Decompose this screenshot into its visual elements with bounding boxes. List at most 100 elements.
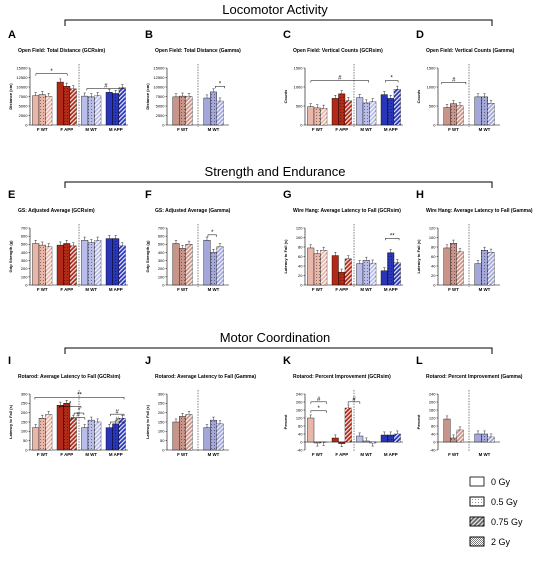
y-tick-label: 0: [25, 122, 28, 127]
bar: [443, 247, 451, 286]
panel-letter-d: D: [416, 29, 424, 41]
bar: [105, 427, 113, 451]
bar-pattern: [210, 252, 217, 285]
y-tick-label: 120: [296, 225, 303, 230]
y-tick-label: 10000: [153, 84, 165, 89]
panel-letter-a: A: [8, 29, 16, 41]
bar: [380, 94, 388, 126]
y-tick-label: 0: [162, 122, 165, 127]
y-tick-label: 0: [433, 282, 436, 287]
bar-pattern: [320, 108, 327, 125]
y-tick-label: 250: [21, 401, 28, 406]
bar-pattern: [45, 246, 52, 285]
bar: [203, 240, 211, 286]
y-tick-label: 120: [429, 225, 436, 230]
bar-pattern: [179, 96, 186, 125]
x-category-label: F APP: [335, 452, 348, 457]
legend-swatch-05gy: [469, 496, 485, 507]
bar-pattern: [216, 101, 224, 125]
x-category-label: M WT: [479, 287, 491, 292]
legend-swatch-2gy: [469, 536, 485, 547]
bar-pattern: [450, 438, 457, 442]
bar-pattern: [314, 107, 321, 125]
y-tick-label: 500: [21, 242, 28, 247]
bar-pattern: [185, 414, 193, 450]
bar: [105, 92, 113, 126]
bar-pattern: [39, 245, 46, 285]
bar-pattern: [487, 252, 495, 285]
bar-pattern: [394, 434, 401, 442]
y-tick-label: 100: [158, 429, 165, 434]
panel-letter-f: F: [145, 189, 152, 201]
bar-pattern: [456, 251, 464, 285]
y-tick-label: 200: [429, 399, 436, 404]
panel-title: Rotarod: Average Latency to Fall (Gamma): [155, 374, 256, 380]
significance-marker: #: [317, 397, 321, 403]
panel-j: J Rotarod: Average Latency to Fall (Gamma…: [145, 355, 256, 457]
bar-pattern: [70, 245, 77, 285]
x-category-label: M WT: [85, 452, 97, 457]
panel-title: Wire Hang: Average Latency to Fall (GCRs…: [293, 208, 401, 214]
bar-pattern: [63, 86, 70, 125]
y-tick-label: 50: [23, 438, 28, 443]
x-category-label: M WT: [85, 287, 97, 292]
panel-letter-k: K: [283, 355, 291, 367]
bar: [331, 437, 339, 443]
bar-pattern: [70, 418, 77, 450]
y-tick-label: 5000: [19, 103, 29, 108]
y-tick-label: 5000: [156, 103, 166, 108]
significance-bracket: [310, 80, 369, 83]
bar-pattern: [363, 441, 370, 442]
y-tick-label: 20: [298, 273, 303, 278]
y-axis-label: Distance (cm): [145, 83, 150, 110]
y-tick-label: 200: [158, 410, 165, 415]
bar-pattern: [94, 422, 101, 450]
section-bracket-locomotor: [64, 19, 493, 26]
panel-title: GS: Adjusted Average (GCRsim): [18, 208, 95, 214]
panel-a: A Open Field: Total Distance (GCRsim) 0 250…: [8, 29, 128, 132]
bar: [307, 106, 315, 126]
x-category-label: M WT: [360, 287, 372, 292]
y-tick-label: 15000: [16, 65, 28, 70]
panel-b: B Open Field: Total Distance (Gamma) 0 2500…: [145, 29, 241, 132]
y-tick-label: 7500: [19, 94, 29, 99]
legend-swatch-0gy: [469, 476, 485, 487]
y-tick-label: 500: [429, 103, 436, 108]
y-tick-label: 500: [296, 103, 303, 108]
x-category-label: F WT: [177, 452, 188, 457]
y-axis-label: Counts: [416, 89, 421, 104]
panel-title: Rotarod: Average Latency to Fall (GCRsim…: [18, 374, 121, 380]
y-tick-label: 250: [158, 401, 165, 406]
x-category-label: M WT: [208, 452, 220, 457]
bar-pattern: [363, 260, 370, 285]
bar: [105, 238, 113, 286]
significance-marker: *: [211, 230, 214, 236]
x-category-label: F WT: [448, 127, 459, 132]
y-tick-label: 60: [431, 254, 436, 259]
significance-bracket: [110, 421, 125, 424]
panel-letter-h: H: [416, 189, 424, 201]
y-tick-label: 240: [429, 391, 436, 396]
x-category-label: M APP: [384, 127, 398, 132]
y-tick-label: 0: [25, 282, 28, 287]
x-category-label: F WT: [37, 452, 48, 457]
bar: [32, 95, 40, 126]
y-tick-label: 0: [433, 122, 436, 127]
bar-pattern: [119, 418, 126, 450]
x-category-label: M WT: [208, 127, 220, 132]
panel-letter-g: G: [283, 189, 292, 201]
y-tick-label: 7500: [156, 94, 166, 99]
panel-title: Open Field: Total Distance (GCRsim): [18, 48, 105, 54]
panel-i: I Rotarod: Average Latency to Fall (GCRsi…: [8, 355, 128, 457]
y-tick-label: 200: [21, 266, 28, 271]
significance-marker: *: [69, 402, 72, 408]
significance-marker: #: [452, 77, 456, 83]
bar: [81, 240, 89, 286]
bar-pattern: [450, 103, 457, 125]
y-axis-label: Grip Strength (g): [8, 240, 13, 273]
bar-pattern: [387, 435, 394, 442]
bar-pattern: [345, 100, 352, 125]
bar-pattern: [216, 423, 224, 450]
bar-pattern: [94, 240, 101, 285]
bar-pattern: [94, 95, 101, 125]
